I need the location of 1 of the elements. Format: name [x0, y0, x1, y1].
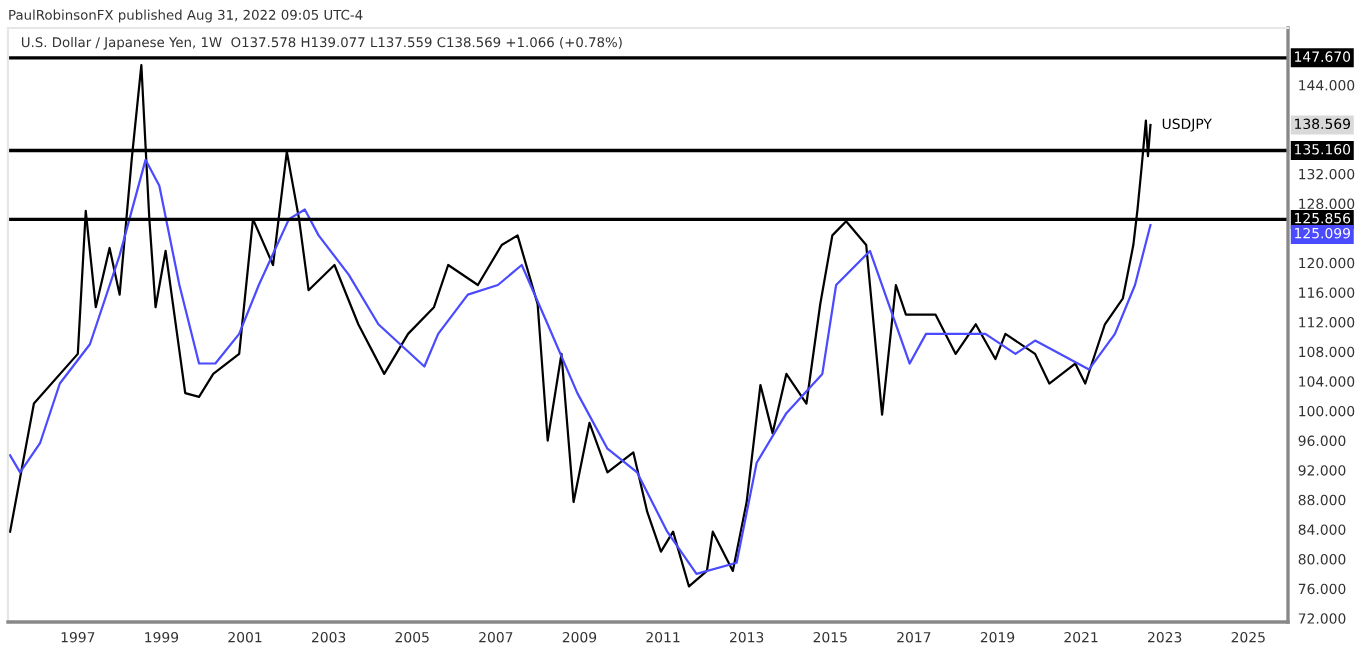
line-series [8, 158, 1152, 575]
